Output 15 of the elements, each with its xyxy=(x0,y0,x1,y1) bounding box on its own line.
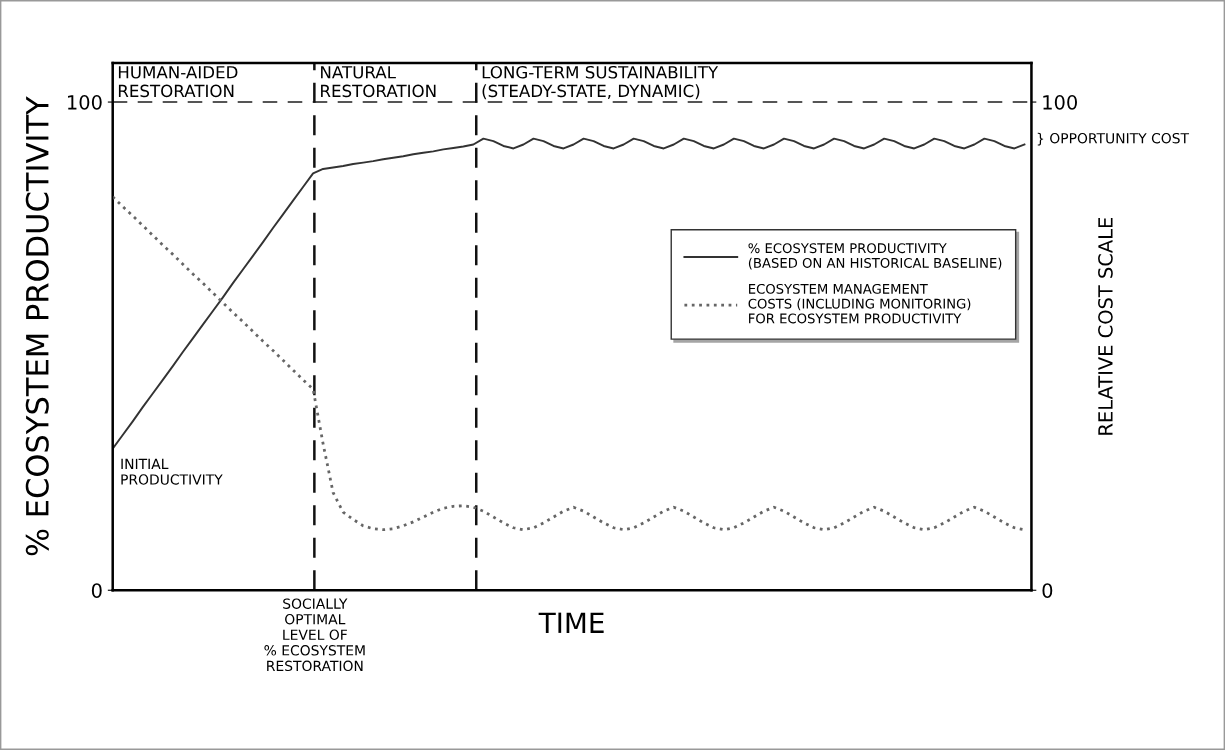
legend-label: % ECOSYSTEM PRODUCTIVITY (BASED ON AN HISTORICAL BASELINE) xyxy=(748,243,1002,270)
annotation: HUMAN-AIDED RESTORATION xyxy=(118,66,238,98)
legend-label: ECOSYSTEM MANAGEMENT COSTS (INCLUDING MONITORING) FOR ECOSYSTEM PRODUCTIVITY xyxy=(748,283,971,324)
x-axis-title: TIME xyxy=(538,612,604,633)
y2-tick-label: 0 xyxy=(1042,583,1053,598)
text: SOCIALLY OPTIMAL LEVEL OF % ECOSYSTEM RESTORATION xyxy=(264,598,365,672)
annotation: INITIAL PRODUCTIVITY xyxy=(121,458,223,485)
text: } OPPORTUNITY COST xyxy=(1037,132,1190,146)
y-axis-title: % ECOSYSTEM PRODUCTIVITY xyxy=(25,96,49,556)
annotation: NATURAL RESTORATION xyxy=(321,66,436,98)
y2-tick-label: 100 xyxy=(1043,95,1077,110)
annotation: LONG-TERM SUSTAINABILITY (STEADY-STATE, DYNAMIC) xyxy=(482,65,719,100)
line-series xyxy=(112,137,1026,450)
y2-axis-title: RELATIVE COST SCALE xyxy=(1098,217,1113,435)
line-series xyxy=(112,195,1026,532)
